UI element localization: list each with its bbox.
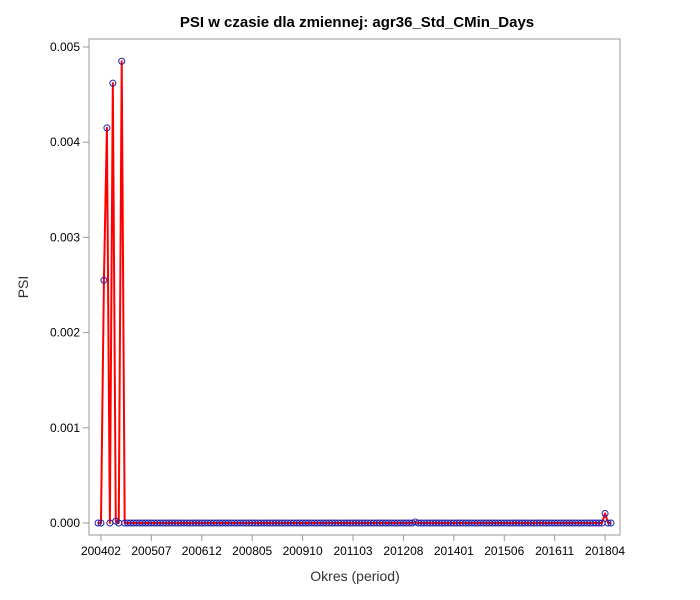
data-point [94,519,102,527]
y-tick-label: 0.003 [50,230,80,244]
x-tick-label: 200910 [283,544,323,558]
x-axis: 200402 200507 200612 200805 200910 201103 2012… [81,535,625,558]
series-layer [94,57,615,527]
x-tick-label: 200805 [232,544,272,558]
x-tick-label: 201611 [535,544,574,558]
x-tick-label: 201401 [434,544,474,558]
data-point [100,276,108,284]
data-point [118,57,126,65]
data-point [109,79,117,87]
data-point [103,124,111,132]
x-tick-label: 201103 [333,544,372,558]
data-point [604,519,612,527]
plot-frame [88,38,621,536]
y-tick-label: 0.004 [50,135,80,149]
y-tick-label: 0.001 [50,421,80,435]
x-tick-label: 200612 [182,544,222,558]
data-point [595,519,603,527]
y-tick-label: 0.002 [50,326,80,340]
data-point [97,519,105,527]
x-tick-label: 201208 [383,544,423,558]
data-point [607,519,615,527]
y-axis: 0.000 0.001 0.002 0.003 0.004 0.005 [50,40,89,530]
series-line [98,60,611,524]
x-axis-label: Okres (period) [310,568,399,584]
y-axis-label: PSI [15,276,31,299]
y-tick-label: 0.000 [50,516,80,530]
x-tick-label: 200507 [131,544,171,558]
x-tick-label: 201506 [484,544,524,558]
y-tick-label: 0.005 [50,40,80,54]
chart-title: PSI w czasie dla zmiennej: agr36_Std_CMi… [180,14,534,31]
data-point [601,509,609,517]
x-tick-label: 201804 [585,544,625,558]
x-tick-label: 200402 [81,544,121,558]
